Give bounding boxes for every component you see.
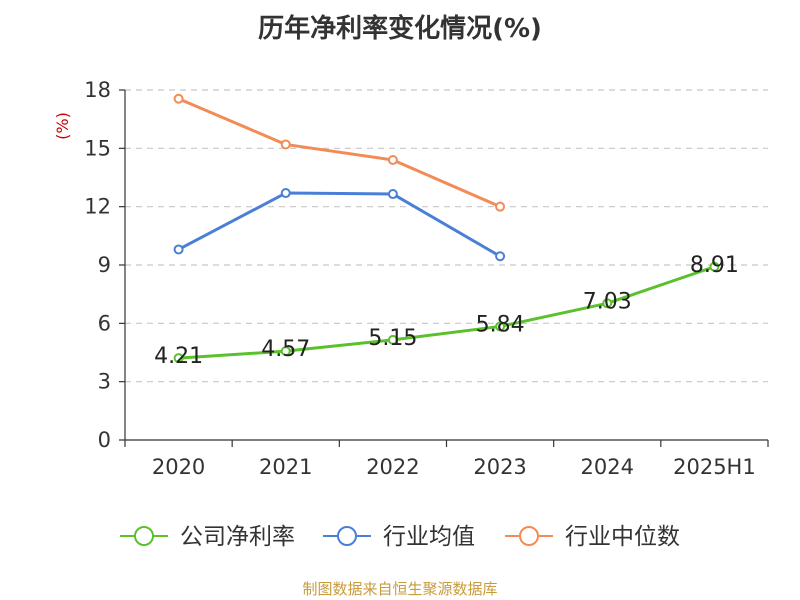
y-tick-label: 12 — [84, 195, 111, 219]
x-tick-label: 2023 — [473, 455, 526, 479]
data-label: 5.15 — [368, 326, 417, 351]
data-point — [387, 334, 398, 345]
data-point — [173, 244, 184, 255]
data-label: 8.91 — [690, 253, 739, 278]
source-note: 制图数据来自恒生聚源数据库 — [302, 580, 498, 598]
data-point — [602, 298, 613, 309]
y-tick-label: 9 — [98, 253, 111, 277]
legend-label: 公司净利率 — [180, 524, 295, 550]
chart-title: 历年净利率变化情况(%) — [258, 14, 542, 44]
y-tick-label: 6 — [98, 311, 111, 335]
y-tick-label: 18 — [84, 78, 111, 102]
data-point — [173, 353, 184, 364]
data-point — [495, 251, 506, 262]
data-point — [280, 346, 291, 357]
data-point — [173, 93, 184, 104]
legend-marker — [134, 526, 154, 546]
x-tick-label: 2022 — [366, 455, 419, 479]
y-axis-label: (%) — [53, 112, 72, 140]
x-tick-label: 2020 — [152, 455, 205, 479]
data-point — [280, 139, 291, 150]
y-tick-label: 15 — [84, 136, 111, 160]
data-point — [495, 201, 506, 212]
data-point — [280, 188, 291, 199]
axes: 0 3 6 9 12 15 18 2020 2021 2022 2023 2024 2025H1 (%) — [53, 78, 769, 479]
data-label: 7.03 — [583, 289, 632, 314]
x-tick-label: 2024 — [581, 455, 634, 479]
legend-label: 行业均值 — [383, 524, 475, 550]
data-point — [387, 155, 398, 165]
data-point — [495, 321, 506, 332]
legend: 公司净利率 行业均值 行业中位数 — [120, 524, 680, 550]
series-line — [177, 97, 501, 209]
data-label: 4.21 — [154, 344, 203, 369]
data-point — [387, 189, 398, 200]
y-tick-label: 3 — [98, 370, 111, 394]
x-tick-label: 2021 — [259, 455, 312, 479]
x-tick-label: 2025H1 — [673, 455, 756, 479]
legend-label: 行业中位数 — [565, 524, 680, 550]
legend-marker — [519, 526, 539, 546]
data-label: 5.84 — [476, 312, 525, 337]
series-line — [178, 265, 715, 360]
grid-lines — [125, 89, 768, 383]
data-label: 4.57 — [261, 337, 310, 362]
data-labels: 4.21 4.57 5.15 5.84 7.03 8.91 — [154, 253, 739, 369]
series — [173, 93, 720, 364]
series-line — [177, 191, 501, 258]
data-point — [709, 261, 720, 272]
legend-marker — [337, 526, 357, 546]
y-tick-label: 0 — [98, 428, 111, 452]
